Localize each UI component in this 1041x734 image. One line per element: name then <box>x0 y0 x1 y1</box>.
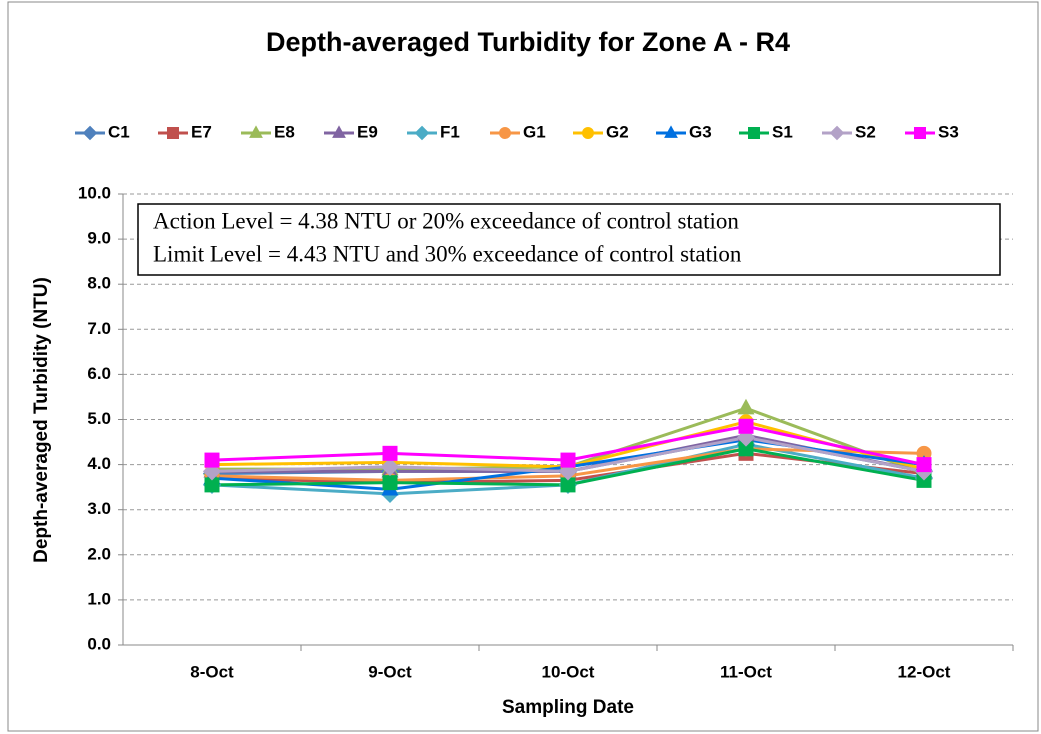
x-tick-label: 12-Oct <box>898 662 951 681</box>
y-tick-label: 2.0 <box>87 544 111 563</box>
y-tick-label: 5.0 <box>87 409 111 428</box>
legend-marker <box>167 127 179 139</box>
legend-marker <box>249 125 263 138</box>
marker <box>738 418 754 434</box>
legend-label: C1 <box>108 122 130 141</box>
y-axis-label: Depth-averaged Turbidity (NTU) <box>31 277 52 563</box>
x-tick-label: 8-Oct <box>190 662 234 681</box>
x-tick-label: 11-Oct <box>720 662 772 681</box>
annotation-box <box>137 203 1001 276</box>
legend-marker <box>332 125 346 138</box>
legend-label: F1 <box>440 122 460 141</box>
chart-frame <box>7 1 1039 732</box>
marker <box>204 452 220 468</box>
legend-label: E9 <box>357 122 378 141</box>
marker <box>382 445 398 461</box>
y-tick-label: 0.0 <box>87 634 111 653</box>
marker <box>737 398 755 415</box>
annotation: Limit Level = 4.43 NTU and 30% exceedanc… <box>153 241 742 266</box>
legend-marker <box>664 125 678 138</box>
legend-label: S2 <box>855 122 876 141</box>
legend-label: E8 <box>274 122 295 141</box>
legend-marker <box>829 125 845 141</box>
legend-label: G1 <box>523 122 546 141</box>
marker <box>916 457 932 473</box>
legend-marker <box>414 125 430 141</box>
chart-title: Depth-averaged Turbidity for Zone A - R4 <box>266 27 790 57</box>
y-tick-label: 6.0 <box>87 364 111 383</box>
y-tick-label: 7.0 <box>87 319 111 338</box>
y-tick-label: 1.0 <box>87 589 111 608</box>
annotation: Action Level = 4.38 NTU or 20% exceedanc… <box>153 208 739 233</box>
legend-label: S3 <box>938 122 959 141</box>
y-tick-label: 9.0 <box>87 229 111 248</box>
marker <box>560 452 576 468</box>
y-tick-label: 10.0 <box>78 183 111 202</box>
y-tick-label: 3.0 <box>87 499 111 518</box>
legend-marker <box>499 127 511 139</box>
x-axis-label: Sampling Date <box>502 697 634 718</box>
x-tick-label: 9-Oct <box>368 662 412 681</box>
x-tick-label: 10-Oct <box>542 662 595 681</box>
legend-label: G3 <box>689 122 712 141</box>
y-tick-label: 4.0 <box>87 454 111 473</box>
marker <box>382 475 398 491</box>
legend-label: E7 <box>191 122 212 141</box>
legend-marker <box>748 127 760 139</box>
legend-label: G2 <box>606 122 629 141</box>
legend-marker <box>914 127 926 139</box>
y-tick-label: 8.0 <box>87 274 111 293</box>
legend-label: S1 <box>772 122 793 141</box>
legend-marker <box>582 127 594 139</box>
marker <box>380 457 400 476</box>
legend-marker <box>82 125 98 141</box>
